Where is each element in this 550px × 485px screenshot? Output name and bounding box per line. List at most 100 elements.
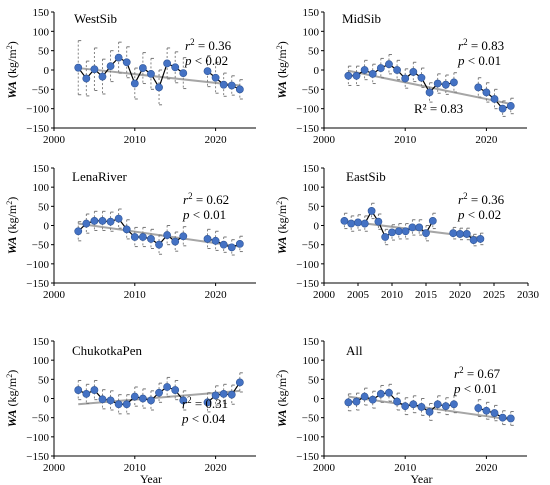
y-tick-label: 50 [38,46,50,58]
data-point [498,413,507,422]
y-axis-title: WA (kg/m2) [5,370,20,427]
data-point [409,68,418,76]
y-tick-label: −100 [26,104,49,116]
data-point [122,58,131,67]
data-point [401,402,410,411]
data-point [498,104,507,113]
data-point [441,80,450,89]
y-tick-label: −50 [32,413,50,425]
data-point [74,386,83,394]
panel-chukotkapen: −150 −100 −50 0 50 100 150 2000 2010 2020 WA (kg/m… [5,336,256,485]
data-point [462,230,471,238]
y-tick-label: 0 [314,394,320,406]
data-point [179,69,188,77]
x-tick-label: 2020 [475,134,498,146]
data-point [163,59,172,68]
x-tick-label: 2010 [394,134,417,146]
data-point [360,219,369,228]
y-tick-label: −100 [26,259,49,271]
y-tick-label: 150 [303,7,320,19]
trend-line [78,67,240,87]
y-tick-label: 150 [303,163,320,175]
data-point [163,383,172,391]
data-point [179,396,188,405]
data-point [428,216,437,225]
data-point [425,88,434,97]
p-value-label: p < 0.01 [182,207,226,222]
data-point [393,66,401,74]
y-tick-label: 0 [44,221,50,233]
panel-label: EastSib [346,169,386,184]
x-tick-label: 2010 [124,462,147,474]
y-tick-label: 150 [33,163,50,175]
y-tick-label: 100 [33,182,50,194]
data-point [344,398,353,407]
data-point [409,400,418,409]
x-tick-label: 2025 [483,289,506,301]
data-point [90,216,99,225]
data-point [90,386,99,394]
data-point [114,53,123,62]
r-squared-annotation: R² = 0.83 [414,101,463,116]
p-value-label: p < 0.01 [453,381,497,396]
y-tick-label: 50 [308,374,320,386]
data-point [415,223,424,232]
data-point [352,397,361,406]
data-point [235,85,244,94]
panel-westsib: −150 −100 −50 0 50 100 150 2000 2010 2020 WA (kg/m… [5,7,256,146]
y-axis-title: WA (kg/m2) [275,41,290,98]
r-squared-label: r2 = 0.83 [458,37,504,53]
data-point [344,71,353,80]
data-point [360,66,369,74]
data-point [171,386,180,394]
x-axis-title: Year [410,472,432,485]
x-tick-label: 2030 [517,289,540,301]
data-point [506,414,515,423]
data-point [474,83,483,92]
r-squared-label: r2 = 0.31 [182,395,228,411]
r-squared-label: r2 = 0.36 [458,191,505,207]
data-point [90,65,99,74]
p-value-label: p < 0.02 [457,207,501,222]
y-tick-label: −50 [302,413,320,425]
y-tick-label: −100 [296,432,319,444]
data-point [476,235,485,243]
x-tick-label: 2020 [475,462,498,474]
data-point [401,74,410,83]
panel-lenariver: −150 −100 −50 0 50 100 150 2000 2010 2020 WA (kg/m… [5,163,256,301]
data-point [394,227,403,236]
data-point [374,217,383,226]
data-point [155,388,163,397]
x-tick-label: 2010 [381,289,404,301]
data-point [449,229,458,238]
data-point [235,239,244,248]
data-point [450,400,458,409]
data-point [82,389,91,398]
data-point [98,216,107,225]
x-tick-label: 2000 [43,462,66,474]
data-point [179,232,188,241]
y-tick-label: 100 [33,26,50,38]
data-point [211,391,220,400]
y-axis-title: WA (kg/m2) [5,197,20,254]
data-point [506,102,515,110]
data-point [433,400,442,409]
data-point [474,404,483,412]
y-tick-label: −50 [302,240,320,252]
data-point [138,394,147,403]
data-point [122,225,131,234]
data-point [138,64,147,72]
data-point [347,219,356,228]
y-tick-label: −150 [296,278,319,290]
data-point [482,406,491,415]
data-point [82,219,91,228]
y-tick-label: 150 [33,336,50,348]
data-point [163,231,172,239]
x-tick-label: 2010 [394,462,417,474]
y-tick-label: 100 [303,182,320,194]
data-point [340,216,349,225]
y-tick-label: 150 [33,7,50,19]
data-point [114,400,123,409]
y-tick-label: −150 [26,123,49,135]
